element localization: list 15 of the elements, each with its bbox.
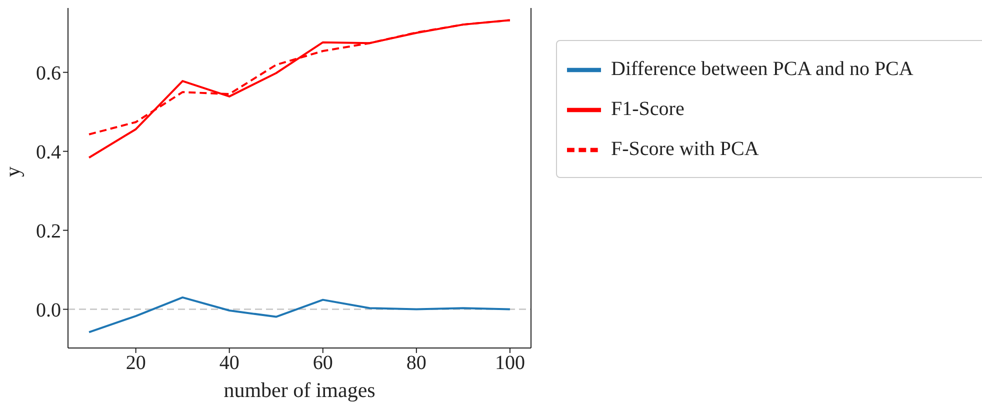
legend-label: F-Score with PCA	[611, 138, 759, 160]
y-tick-label: 0.2	[36, 220, 61, 242]
x-tick-label: 100	[494, 352, 525, 374]
y-axis-title: y	[0, 166, 24, 177]
x-tick-label: 40	[219, 352, 240, 374]
x-tick-label: 80	[406, 352, 426, 374]
y-tick-label: 0.0	[36, 299, 61, 322]
y-tick-label: 0.6	[36, 62, 61, 84]
x-tick-label: 60	[312, 352, 333, 374]
legend-label: F1-Score	[611, 98, 684, 120]
y-tick-label: 0.4	[36, 141, 61, 164]
x-axis-title: number of images	[224, 378, 376, 402]
legend-label: Difference between PCA and no PCA	[611, 58, 914, 80]
x-tick-label: 20	[126, 352, 146, 374]
line-series	[88, 296, 511, 334]
